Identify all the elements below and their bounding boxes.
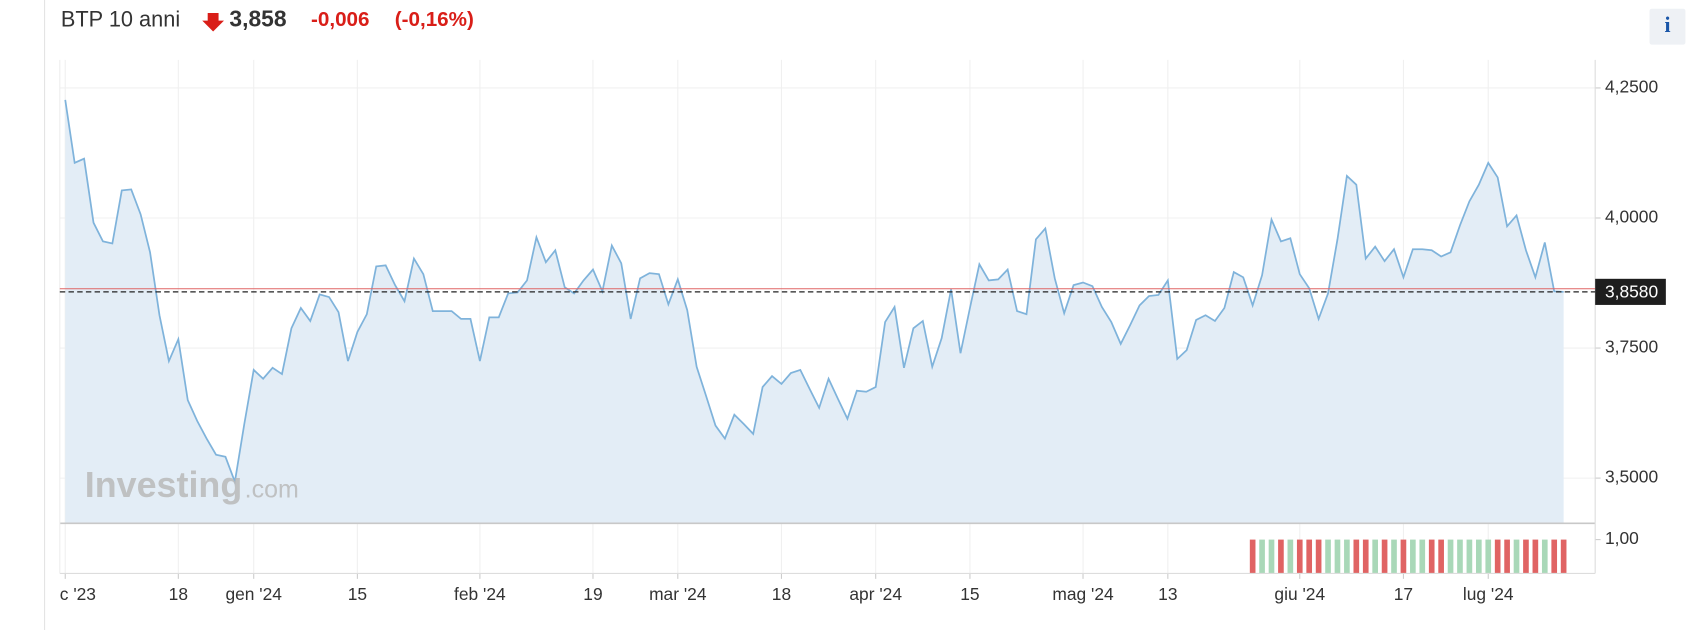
indicator-bar (1504, 539, 1510, 574)
last-price-box (1595, 278, 1666, 305)
x-tick-label: 15 (348, 584, 367, 604)
x-tick-label: 15 (960, 584, 979, 604)
indicator-bar (1315, 539, 1322, 574)
instrument-name: BTP 10 anni (61, 6, 180, 31)
indicator-bar (1560, 539, 1567, 574)
overlay: 3,5000 3,7500 4,0000 4,2500 c '23 18 gen '24 15… (59, 59, 1666, 604)
x-tick-label: 19 (583, 584, 602, 604)
change: -0,006 (311, 8, 370, 31)
indicator-bar (1523, 539, 1529, 574)
indicator-bar (1532, 539, 1539, 574)
x-tick-label: 18 (772, 584, 791, 604)
indicator-bar (1259, 539, 1265, 574)
indicator-bar (1268, 539, 1275, 574)
x-tick-label: gen '24 (225, 584, 282, 604)
indicator-bar (1410, 539, 1416, 574)
price: 3,858 (229, 6, 286, 32)
info-button[interactable] (1649, 8, 1686, 45)
change-pct: (-0,16%) (395, 8, 474, 31)
y-tick-label: 4,2500 (1605, 77, 1658, 97)
indicator-bar (1334, 539, 1341, 574)
indicator-bar (1391, 539, 1397, 574)
indicator-bar (1325, 539, 1331, 574)
x-tick-label: lug '24 (1463, 584, 1514, 604)
indicator-bar (1344, 539, 1350, 574)
y-tick-label: 1,00 (1605, 528, 1639, 548)
indicator-bar (1353, 539, 1360, 574)
indicator-bar (1438, 539, 1444, 574)
info-icon[interactable]: i (1664, 13, 1670, 37)
x-tick-label: 18 (169, 584, 188, 604)
indicator-bar (1513, 539, 1520, 574)
x-tick-label: mar '24 (649, 584, 707, 604)
y-tick-label: 4,0000 (1605, 207, 1658, 227)
indicator-bar (1249, 539, 1256, 574)
indicator-bar (1485, 539, 1492, 574)
area (65, 99, 1564, 524)
indicator-bar (1475, 539, 1482, 574)
indicator-bar (1362, 539, 1369, 574)
indicator-bar (1400, 539, 1407, 574)
watermark: Investing (85, 465, 242, 505)
y-tick-label: 3,5000 (1605, 467, 1658, 487)
indicator-bar (1306, 539, 1313, 574)
indicator-bar (1419, 539, 1426, 574)
indicator-bar (1381, 539, 1388, 574)
indicator-bar (1541, 539, 1548, 574)
down-arrow (202, 13, 224, 32)
x-tick-label: 17 (1394, 584, 1413, 604)
x-tick-label: c '23 (60, 584, 96, 604)
last-price-label: 3,8580 (1605, 282, 1658, 302)
indicator-bar (1447, 539, 1454, 574)
x-tick-label: giu '24 (1274, 584, 1325, 604)
indicator-bar (1296, 539, 1303, 574)
indicator-bar (1372, 539, 1378, 574)
line (64, 99, 1564, 486)
indicator-bar (1457, 539, 1463, 574)
indicator-bar (1278, 539, 1284, 574)
indicator-bar (1494, 539, 1501, 574)
x-tick-label: mag '24 (1052, 584, 1114, 604)
x-tick-label: feb '24 (454, 584, 506, 604)
x-tick-label: apr '24 (849, 584, 902, 604)
plot (64, 99, 1567, 574)
indicator-bar (1466, 539, 1473, 574)
watermark: .com (245, 475, 299, 503)
x-tick-label: 13 (1158, 584, 1177, 604)
indicator-bar (1287, 539, 1294, 574)
y-tick-label: 3,7500 (1605, 337, 1658, 357)
indicator-bar (1551, 539, 1558, 574)
indicator-bar (1428, 539, 1435, 574)
